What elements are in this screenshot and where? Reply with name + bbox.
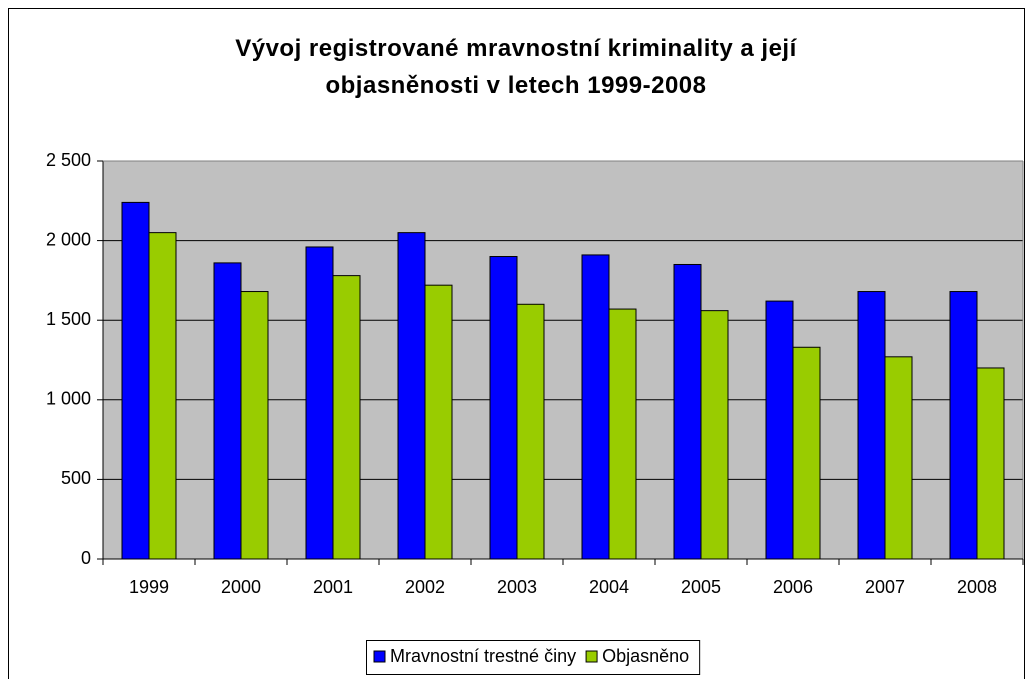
bar: [332, 275, 361, 560]
x-tick-label: 1999: [129, 577, 169, 597]
legend-swatch: [373, 650, 386, 663]
legend-label: Objasněno: [602, 646, 689, 666]
bar: [608, 308, 637, 560]
chart-title: Vývoj registrované mravnostní kriminalit…: [235, 35, 797, 99]
y-tick-label: 0: [81, 548, 91, 568]
bar: [884, 356, 913, 560]
bar: [581, 254, 610, 560]
y-tick-label: 2 000: [46, 229, 91, 249]
x-tick-label: 2000: [221, 577, 261, 597]
y-tick-label: 1 000: [46, 389, 91, 409]
legend-swatch: [585, 650, 598, 663]
y-tick-label: 1 500: [46, 309, 91, 329]
y-tick-label: 500: [61, 468, 91, 488]
bar: [700, 310, 729, 560]
bar: [857, 291, 886, 560]
bar: [121, 201, 150, 560]
bar: [489, 256, 518, 560]
x-tick-label: 2007: [865, 577, 905, 597]
legend-label: Mravnostní trestné činy: [390, 646, 576, 666]
bar: [305, 246, 334, 560]
bar: [240, 291, 269, 560]
x-tick-label: 2008: [957, 577, 997, 597]
bar: [397, 232, 426, 560]
bar: [516, 303, 545, 560]
x-tick-label: 2005: [681, 577, 721, 597]
y-tick-label: 2 500: [46, 150, 91, 170]
bar: [213, 262, 242, 560]
bar: [792, 346, 821, 560]
bar: [949, 291, 978, 560]
legend: [366, 640, 701, 675]
bar: [673, 263, 702, 560]
x-tick-label: 2006: [773, 577, 813, 597]
bar: [424, 284, 453, 560]
bar: [148, 232, 177, 560]
bar: [976, 367, 1005, 560]
x-tick-label: 2002: [405, 577, 445, 597]
x-tick-label: 2001: [313, 577, 353, 597]
bar: [765, 300, 794, 560]
x-tick-label: 2003: [497, 577, 537, 597]
x-tick-label: 2004: [589, 577, 629, 597]
